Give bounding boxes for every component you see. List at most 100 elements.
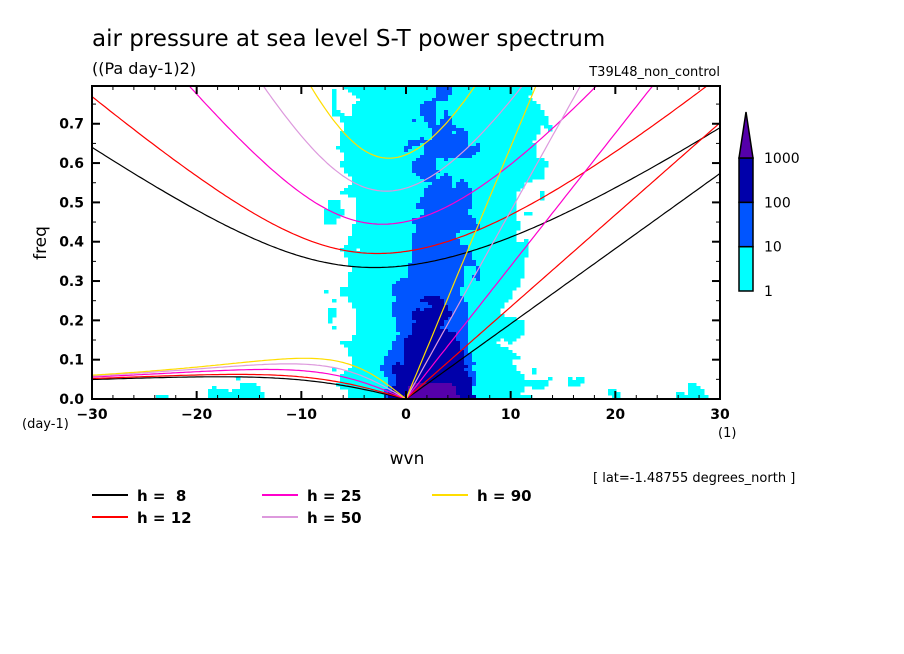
contour-cell — [456, 152, 461, 156]
contour-cell — [488, 227, 493, 231]
contour-cell — [496, 299, 501, 303]
contour-cell — [400, 131, 405, 135]
contour-cell — [468, 308, 473, 312]
contour-cell — [444, 104, 449, 108]
contour-cell — [364, 263, 369, 267]
contour-cell — [400, 188, 405, 192]
contour-cell — [428, 320, 433, 324]
contour-cell — [508, 374, 513, 378]
contour-cell — [384, 95, 389, 99]
contour-cell — [700, 392, 705, 396]
contour-cell — [448, 344, 453, 348]
contour-cell — [428, 284, 433, 288]
contour-cell — [364, 173, 369, 177]
contour-cell — [368, 134, 373, 138]
contour-cell — [456, 371, 461, 375]
contour-cell — [348, 164, 353, 168]
contour-cell — [364, 182, 369, 186]
contour-cell — [428, 359, 433, 363]
contour-cell — [464, 281, 469, 285]
contour-cell — [424, 278, 429, 282]
contour-cell — [428, 224, 433, 228]
contour-cell — [388, 329, 393, 333]
contour-cell — [480, 389, 485, 393]
contour-cell — [456, 143, 461, 147]
contour-cell — [468, 131, 473, 135]
contour-cell — [476, 218, 481, 222]
contour-cell — [416, 92, 421, 96]
contour-cell — [464, 308, 469, 312]
contour-cell — [508, 338, 513, 342]
contour-cell — [412, 197, 417, 201]
contour-cell — [492, 212, 497, 216]
contour-cell — [424, 143, 429, 147]
contour-cell — [416, 230, 421, 234]
contour-cell — [500, 179, 505, 183]
contour-cell — [440, 137, 445, 141]
contour-cell — [488, 107, 493, 111]
contour-cell — [460, 320, 465, 324]
contour-cell — [536, 386, 541, 390]
contour-cell — [488, 143, 493, 147]
contour-cell — [388, 362, 393, 366]
contour-cell — [476, 383, 481, 387]
dispersion-curve-h12-kelvin — [405, 122, 720, 399]
contour-cell — [512, 224, 517, 228]
contour-cell — [436, 107, 441, 111]
contour-cell — [372, 230, 377, 234]
dispersion-curve-h25-ig1 — [188, 86, 598, 225]
contour-cell — [388, 92, 393, 96]
contour-cell — [456, 380, 461, 384]
contour-cell — [512, 92, 517, 96]
contour-cell — [468, 269, 473, 273]
contour-cell — [460, 311, 465, 315]
contour-cell — [484, 320, 489, 324]
contour-cell — [372, 284, 377, 288]
contour-cell — [400, 104, 405, 108]
contour-cell — [516, 329, 521, 333]
contour-cell — [488, 125, 493, 129]
contour-cell — [444, 359, 449, 363]
contour-cell — [472, 377, 477, 381]
contour-cell — [364, 338, 369, 342]
contour-cell — [328, 311, 333, 315]
contour-cell — [428, 113, 433, 117]
contour-cell — [396, 248, 401, 252]
contour-cell — [480, 89, 485, 93]
contour-cell — [392, 149, 397, 153]
contour-cell — [372, 104, 377, 108]
contour-cell — [376, 230, 381, 234]
contour-cell — [532, 119, 537, 123]
contour-cell — [412, 311, 417, 315]
x-axis-label: wvn — [390, 449, 425, 469]
contour-cell — [404, 128, 409, 132]
contour-cell — [360, 167, 365, 171]
contour-cell — [512, 143, 517, 147]
contour-cell — [364, 242, 369, 246]
contour-cell — [364, 365, 369, 369]
contour-cell — [468, 272, 473, 276]
contour-cell — [524, 122, 529, 126]
contour-cell — [516, 182, 521, 186]
contour-cell — [368, 296, 373, 300]
contour-cell — [476, 356, 481, 360]
contour-cell — [476, 302, 481, 306]
contour-cell — [412, 341, 417, 345]
contour-cell — [396, 287, 401, 291]
contour-cell — [412, 206, 417, 210]
contour-cell — [388, 221, 393, 225]
contour-cell — [476, 227, 481, 231]
contour-cell — [480, 263, 485, 267]
contour-cell — [400, 161, 405, 165]
contour-cell — [512, 89, 517, 93]
contour-cell — [344, 251, 349, 255]
contour-cell — [432, 116, 437, 120]
contour-cell — [428, 362, 433, 366]
contour-cell — [384, 281, 389, 285]
contour-cell — [360, 356, 365, 360]
contour-cell — [384, 377, 389, 381]
contour-cell — [476, 317, 481, 321]
contour-cell — [468, 98, 473, 102]
contour-cell — [376, 185, 381, 189]
contour-cell — [464, 167, 469, 171]
